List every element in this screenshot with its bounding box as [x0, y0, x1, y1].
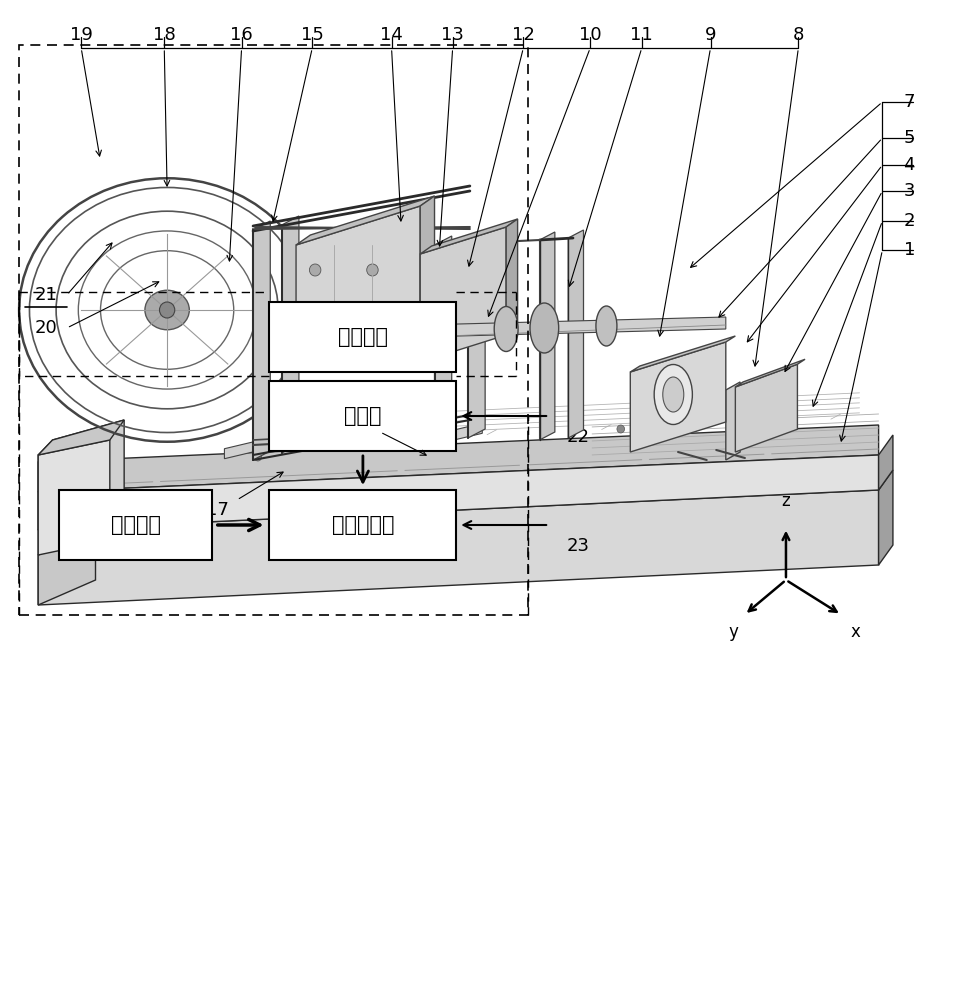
Circle shape [617, 425, 625, 433]
Circle shape [367, 344, 378, 356]
Text: 10: 10 [579, 26, 602, 44]
Polygon shape [253, 221, 270, 460]
Polygon shape [630, 342, 726, 452]
Text: 9: 9 [705, 26, 716, 44]
Text: 4: 4 [903, 156, 915, 174]
Bar [269, 490, 456, 560]
Ellipse shape [530, 303, 559, 353]
Polygon shape [411, 423, 482, 450]
Text: 2: 2 [903, 212, 915, 230]
Text: 3: 3 [903, 182, 915, 200]
Polygon shape [506, 219, 518, 335]
Text: 19: 19 [70, 26, 93, 44]
Bar [269, 381, 456, 451]
Polygon shape [38, 520, 105, 555]
Text: 12: 12 [512, 26, 535, 44]
Polygon shape [38, 530, 96, 605]
Polygon shape [879, 470, 893, 565]
Polygon shape [38, 455, 879, 530]
Circle shape [665, 424, 672, 432]
Circle shape [309, 264, 321, 276]
Ellipse shape [145, 290, 189, 330]
Circle shape [309, 304, 321, 316]
Ellipse shape [596, 306, 617, 346]
Text: x: x [851, 623, 860, 641]
Text: 控制器: 控制器 [344, 406, 382, 426]
Polygon shape [540, 232, 555, 440]
Circle shape [367, 304, 378, 316]
Circle shape [159, 302, 175, 318]
Bar [269, 302, 456, 372]
Text: 20: 20 [34, 319, 57, 337]
Polygon shape [420, 219, 518, 254]
Polygon shape [735, 364, 797, 452]
Polygon shape [420, 317, 726, 337]
Polygon shape [296, 196, 435, 245]
Text: 6: 6 [365, 433, 376, 451]
Text: 13: 13 [441, 26, 464, 44]
Text: 7: 7 [903, 93, 915, 111]
Text: 工业计算机: 工业计算机 [331, 515, 394, 535]
Text: 21: 21 [34, 286, 57, 304]
Text: 15: 15 [301, 26, 324, 44]
Text: 22: 22 [566, 428, 589, 446]
Text: 8: 8 [793, 26, 804, 44]
Polygon shape [38, 425, 879, 492]
Polygon shape [435, 236, 452, 442]
Polygon shape [726, 382, 740, 460]
Ellipse shape [663, 377, 684, 412]
Polygon shape [420, 196, 435, 331]
Text: y: y [728, 623, 738, 641]
Polygon shape [879, 435, 893, 490]
Text: 23: 23 [566, 537, 589, 555]
Bar [19, 45, 528, 615]
Polygon shape [420, 227, 506, 362]
Polygon shape [468, 231, 485, 438]
Polygon shape [38, 440, 110, 555]
Circle shape [435, 434, 443, 442]
Text: 16: 16 [230, 26, 253, 44]
Ellipse shape [654, 364, 692, 424]
Text: 1: 1 [903, 241, 915, 259]
Text: 17: 17 [206, 501, 229, 519]
Circle shape [367, 264, 378, 276]
Polygon shape [38, 420, 124, 530]
Circle shape [254, 453, 262, 461]
Polygon shape [38, 420, 124, 455]
Polygon shape [630, 336, 735, 372]
Text: z: z [781, 492, 791, 510]
Polygon shape [282, 216, 299, 453]
Ellipse shape [495, 306, 519, 352]
Bar [59, 490, 212, 560]
Text: 综合电源: 综合电源 [338, 327, 388, 347]
Circle shape [309, 344, 321, 356]
Text: 14: 14 [380, 26, 403, 44]
Polygon shape [735, 359, 805, 387]
Polygon shape [296, 206, 420, 370]
Polygon shape [38, 490, 879, 605]
Polygon shape [224, 432, 296, 459]
Polygon shape [568, 230, 584, 438]
Text: 5: 5 [903, 129, 915, 147]
Text: 显示面板: 显示面板 [111, 515, 160, 535]
Text: 11: 11 [630, 26, 653, 44]
Text: 18: 18 [153, 26, 176, 44]
